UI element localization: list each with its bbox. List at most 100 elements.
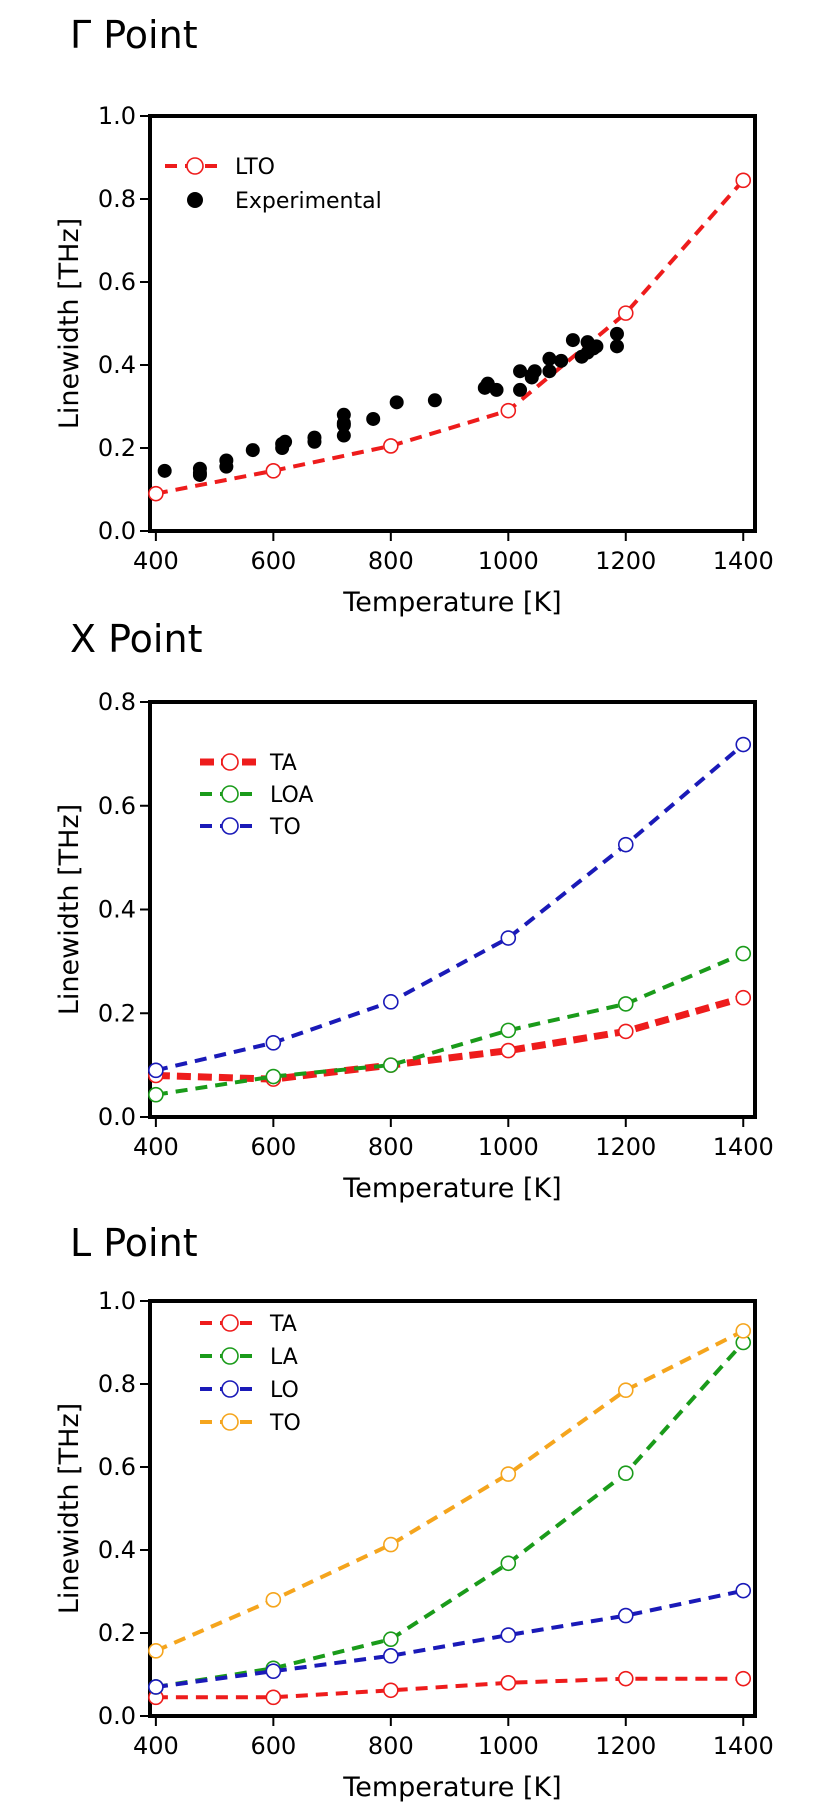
data-point xyxy=(500,1022,517,1039)
series-lto xyxy=(148,172,752,502)
series-line xyxy=(155,951,745,1097)
y-tick-label: 0.6 xyxy=(98,1453,136,1481)
data-point xyxy=(336,428,351,443)
legend-label: LTO xyxy=(235,155,275,180)
x-axis-label: Temperature [K] xyxy=(342,587,561,618)
data-point xyxy=(500,1675,517,1691)
series-to xyxy=(148,1323,752,1659)
data-point xyxy=(383,1631,399,1648)
data-point xyxy=(542,364,557,379)
x-tick-label: 600 xyxy=(250,547,296,575)
x-tick-label: 600 xyxy=(250,1133,296,1161)
data-point xyxy=(500,1627,517,1643)
data-point xyxy=(617,836,634,853)
legend-label: LO xyxy=(270,1378,299,1403)
data-point xyxy=(366,411,381,426)
data-point xyxy=(265,1068,282,1085)
legend-marker xyxy=(221,1314,239,1332)
series-line xyxy=(155,1329,745,1653)
y-tick-label: 0.2 xyxy=(98,999,136,1027)
y-tick-label: 1.0 xyxy=(98,102,136,130)
data-point xyxy=(609,326,624,341)
y-tick-label: 0.0 xyxy=(98,1702,136,1730)
y-axis-label: Linewidth [THz] xyxy=(54,1403,85,1614)
series-lo xyxy=(148,1582,752,1695)
x-tick-label: 1000 xyxy=(478,1133,539,1161)
data-point xyxy=(735,1670,752,1687)
chart-panel-0: Γ Point 400 600 800 1000 1200 1400 0.0 0.2 0.4 0.6… xyxy=(54,13,774,618)
x-tick-label: 400 xyxy=(133,1732,179,1760)
series-line xyxy=(155,178,745,496)
x-tick-label: 400 xyxy=(133,547,179,575)
series-ta xyxy=(148,1670,752,1706)
legend-marker xyxy=(221,753,239,771)
series-line xyxy=(155,1676,744,1700)
data-point xyxy=(383,1648,399,1664)
data-point xyxy=(735,172,752,189)
data-point xyxy=(609,339,624,354)
y-tick-label: 0.4 xyxy=(98,896,136,924)
legend-marker xyxy=(221,785,239,803)
data-point xyxy=(617,996,634,1012)
legend-marker xyxy=(221,1380,239,1398)
legend-marker xyxy=(221,1347,239,1365)
y-tick-label: 0.2 xyxy=(98,1619,136,1647)
data-point xyxy=(617,1382,634,1399)
legend-label: TO xyxy=(269,1411,301,1436)
data-point xyxy=(500,930,517,946)
chart-title: Γ Point xyxy=(70,13,198,57)
legend-label: TA xyxy=(269,751,297,776)
x-tick-label: 1000 xyxy=(478,1732,539,1760)
y-tick-label: 0.2 xyxy=(98,434,136,462)
y-axis-label: Linewidth [THz] xyxy=(54,218,85,429)
data-point xyxy=(500,1555,517,1572)
y-tick-label: 0.6 xyxy=(98,792,136,820)
data-point xyxy=(245,443,260,458)
legend-marker xyxy=(221,817,239,835)
x-tick-label: 1400 xyxy=(713,547,774,575)
x-tick-label: 1200 xyxy=(595,547,656,575)
x-tick-label: 1400 xyxy=(713,1133,774,1161)
data-point xyxy=(383,1057,399,1073)
data-point xyxy=(307,430,322,445)
legend-marker xyxy=(186,157,204,175)
series-ta xyxy=(148,989,752,1087)
data-point xyxy=(500,402,517,419)
x-tick-label: 1200 xyxy=(595,1732,656,1760)
data-point xyxy=(336,407,351,422)
data-point xyxy=(427,393,442,408)
data-point xyxy=(500,1042,517,1059)
data-point xyxy=(383,438,399,454)
data-point xyxy=(554,353,569,368)
x-tick-label: 1000 xyxy=(478,547,539,575)
chart-panel-2: L Point 400 600 800 1000 1200 1400 0.0 0.2 0.4 0.6… xyxy=(54,1221,774,1803)
x-tick-label: 800 xyxy=(368,1732,414,1760)
data-point xyxy=(617,1023,634,1040)
x-axis-label: Temperature [K] xyxy=(342,1772,561,1803)
data-point xyxy=(265,1592,282,1608)
legend: LTO Experimental xyxy=(165,155,382,214)
data-point xyxy=(157,463,172,478)
data-point xyxy=(617,305,634,321)
data-point xyxy=(148,1679,164,1695)
x-tick-label: 600 xyxy=(250,1732,296,1760)
series-experimental xyxy=(157,326,624,482)
chart-title: L Point xyxy=(70,1221,198,1265)
y-tick-label: 0.0 xyxy=(98,517,136,545)
y-tick-label: 0.0 xyxy=(98,1103,136,1131)
data-point xyxy=(192,461,207,476)
data-point xyxy=(617,1670,634,1687)
series-line xyxy=(155,742,745,1073)
x-tick-label: 1200 xyxy=(595,1133,656,1161)
data-point xyxy=(265,463,282,479)
data-point xyxy=(617,1607,634,1624)
data-point xyxy=(617,1465,634,1482)
series-line xyxy=(155,994,745,1083)
data-point xyxy=(265,1035,282,1051)
legend-label: LA xyxy=(270,1345,298,1370)
data-point xyxy=(148,1086,164,1103)
data-point xyxy=(148,1643,164,1659)
data-point xyxy=(735,1582,752,1599)
y-axis-label: Linewidth [THz] xyxy=(54,804,85,1015)
